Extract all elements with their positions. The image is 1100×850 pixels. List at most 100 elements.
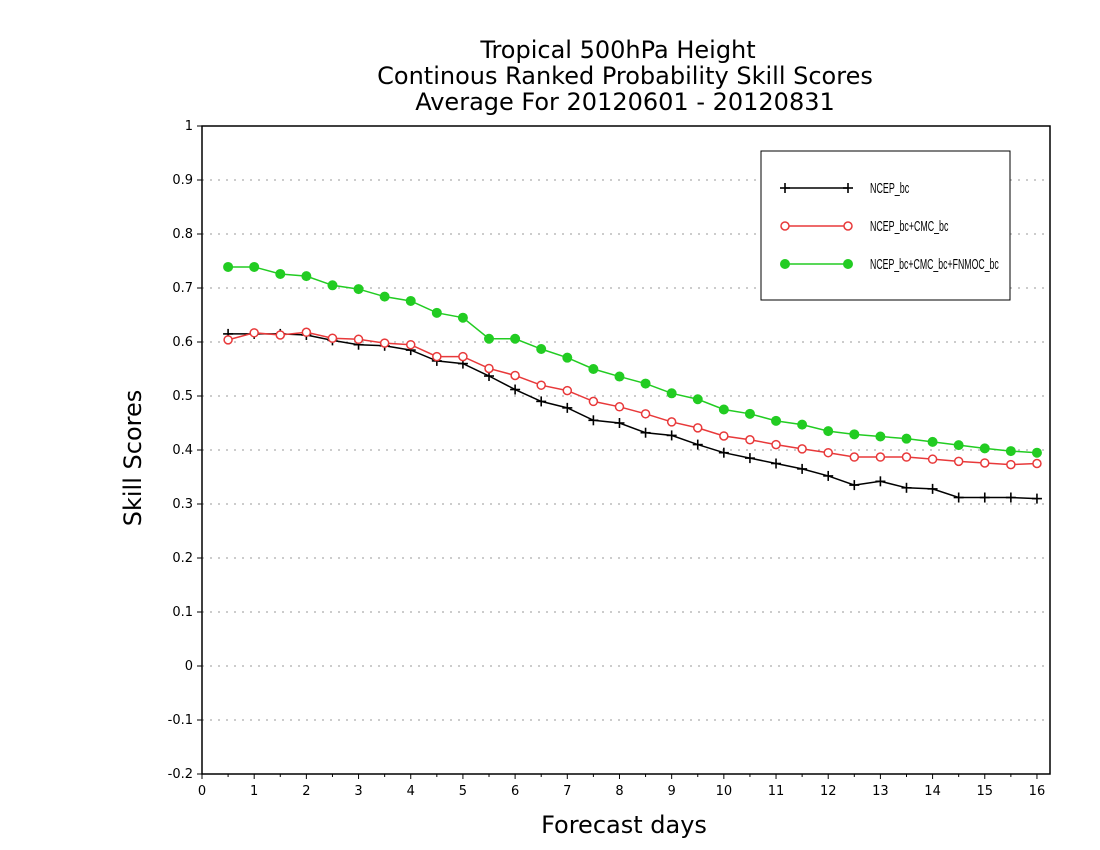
series-point xyxy=(536,380,546,390)
series-point xyxy=(823,426,834,437)
y-tick-label: 0.7 xyxy=(172,281,193,296)
legend-item: NCEP_bc+CMC_bc xyxy=(780,218,949,235)
series-point xyxy=(640,378,651,389)
x-tick-label: 13 xyxy=(872,784,889,799)
series-point xyxy=(843,221,853,231)
y-axis-label: Skill Scores xyxy=(119,390,147,527)
series-point xyxy=(666,417,677,427)
x-tick-label: 0 xyxy=(198,784,206,799)
y-tick-label: 0 xyxy=(185,659,193,674)
x-tick-label: 6 xyxy=(511,784,519,799)
x-tick-label: 8 xyxy=(615,784,623,799)
x-tick-label: 3 xyxy=(354,784,362,799)
x-tick-label: 12 xyxy=(820,784,837,799)
series-point xyxy=(536,344,547,355)
series-point xyxy=(457,312,468,323)
x-tick-label: 15 xyxy=(976,784,993,799)
series-point xyxy=(771,439,781,450)
series-point xyxy=(771,415,782,426)
series-point xyxy=(562,385,573,396)
legend-item: NCEP_bc+CMC_bc+FNMOC_bc xyxy=(780,256,999,273)
series-point xyxy=(901,433,912,444)
series-point xyxy=(327,280,338,291)
series-point xyxy=(849,429,860,440)
series-point xyxy=(979,443,990,454)
series-line xyxy=(227,331,1037,466)
series-point xyxy=(588,364,599,374)
series-point xyxy=(562,352,573,363)
series-point xyxy=(614,371,625,382)
series-point xyxy=(223,335,233,345)
legend-label: NCEP_bc xyxy=(870,180,909,197)
x-tick-label: 7 xyxy=(563,784,571,799)
series-point xyxy=(614,402,625,412)
series-point xyxy=(719,431,729,441)
series-1 xyxy=(223,328,1042,504)
y-tick-label: 0.3 xyxy=(172,497,193,512)
series-point xyxy=(275,268,286,279)
series-point xyxy=(843,259,853,269)
series-point xyxy=(353,334,364,345)
series-point xyxy=(379,291,390,302)
y-tick-label: 0.1 xyxy=(172,605,193,620)
series-point xyxy=(484,363,494,374)
series-point xyxy=(823,447,833,458)
series-point xyxy=(301,327,312,338)
title-line-2: Continous Ranked Probability Skill Score… xyxy=(377,62,873,90)
series-point xyxy=(1032,458,1042,469)
series-point xyxy=(327,333,338,343)
series-2 xyxy=(223,327,1042,470)
series-point xyxy=(780,259,790,269)
chart-title: Tropical 500hPa Height Continous Ranked … xyxy=(377,36,873,116)
series-point xyxy=(875,431,886,442)
series-point xyxy=(405,339,416,350)
y-tick-label: 1 xyxy=(185,119,193,134)
series-point xyxy=(901,452,912,462)
series-point xyxy=(431,307,442,318)
series-point xyxy=(1031,447,1042,458)
series-point xyxy=(927,454,938,464)
series-point xyxy=(875,452,886,462)
y-tick-label: 0.8 xyxy=(172,227,193,242)
series-line xyxy=(228,333,1037,500)
x-tick-label: 16 xyxy=(1029,784,1046,799)
y-tick-label: 0.5 xyxy=(172,389,193,404)
y-tick-label: 0.9 xyxy=(172,173,193,188)
series-point xyxy=(301,271,312,282)
series-point xyxy=(692,394,703,405)
series-point xyxy=(744,408,755,419)
series-point xyxy=(980,458,990,468)
series-point xyxy=(849,452,860,462)
series-3 xyxy=(223,261,1042,458)
x-tick-label: 11 xyxy=(768,784,785,799)
x-tick-label: 2 xyxy=(302,784,310,799)
series-point xyxy=(953,456,964,467)
y-tick-label: 0.2 xyxy=(172,551,193,566)
series-point xyxy=(718,404,729,415)
x-tick-label: 5 xyxy=(459,784,467,799)
series-point xyxy=(510,370,520,381)
series-point xyxy=(249,261,260,272)
series-point xyxy=(223,261,234,272)
x-tick-label: 4 xyxy=(407,784,415,799)
legend: NCEP_bc NCEP_bc+CMC_bc NCEP_bc+CMC_bc+FNMO… xyxy=(760,150,1011,301)
series-point xyxy=(953,440,964,451)
series-point xyxy=(780,221,790,231)
x-tick-label: 1 xyxy=(250,784,258,799)
series-point xyxy=(666,388,677,399)
legend-label: NCEP_bc+CMC_bc+FNMOC_bc xyxy=(870,256,999,273)
series-point xyxy=(693,423,703,433)
series-point xyxy=(353,284,364,295)
series-point xyxy=(249,328,259,338)
y-tick-label: -0.1 xyxy=(168,713,193,728)
series-point xyxy=(797,419,808,430)
series-point xyxy=(458,351,468,362)
series-point xyxy=(927,436,938,447)
y-tick-label: 0.6 xyxy=(172,335,193,350)
x-tick-label: 9 xyxy=(668,784,676,799)
x-axis-label: Forecast days xyxy=(541,811,707,839)
series-point xyxy=(432,351,442,362)
title-line-1: Tropical 500hPa Height xyxy=(479,36,755,64)
legend-item: NCEP_bc xyxy=(780,180,909,197)
